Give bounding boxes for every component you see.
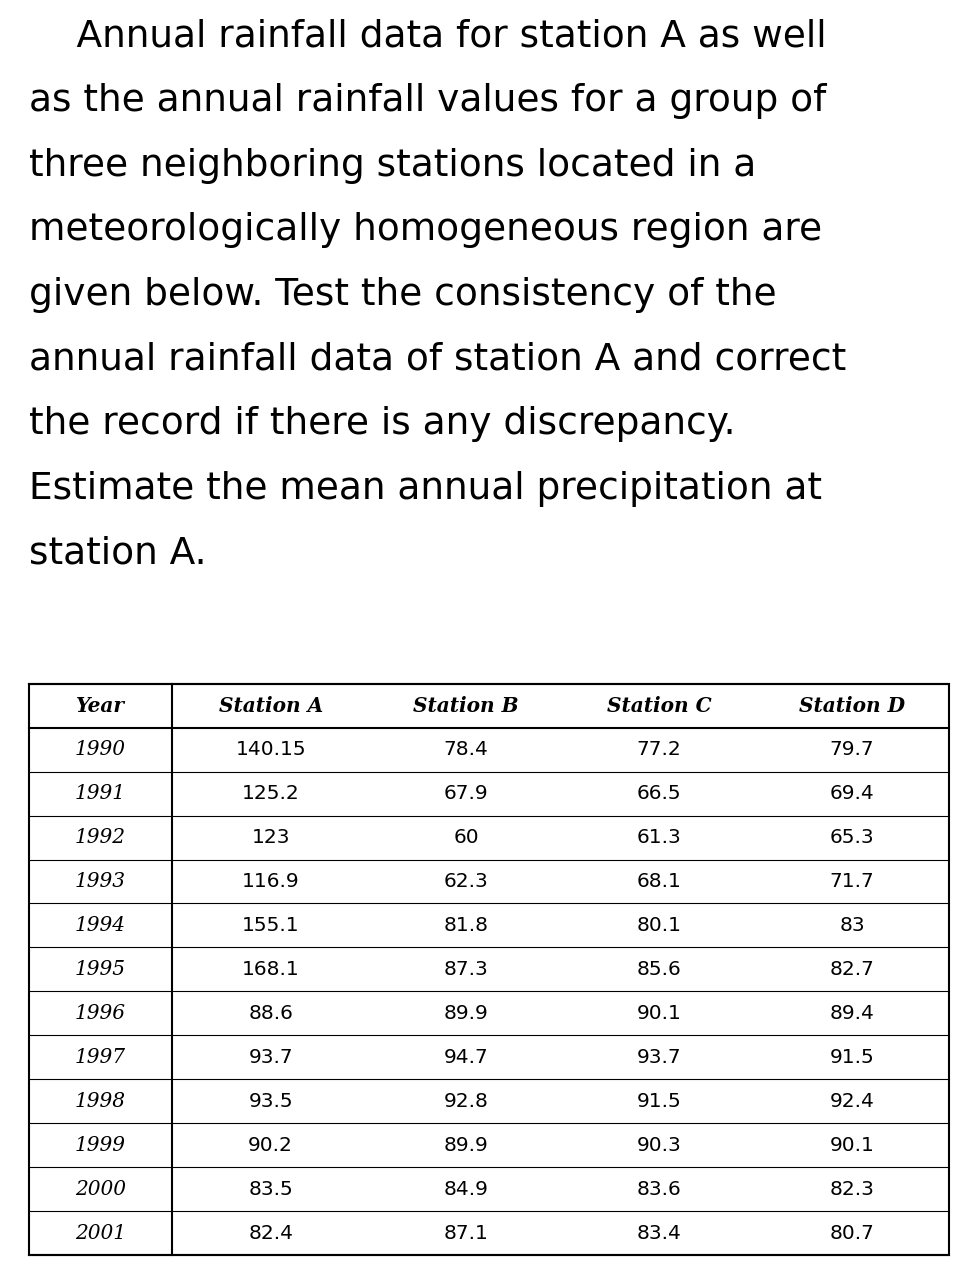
Text: 84.9: 84.9 <box>444 1180 488 1199</box>
Text: Station D: Station D <box>798 695 905 716</box>
Text: 89.4: 89.4 <box>828 1004 873 1023</box>
Text: 83: 83 <box>838 916 864 934</box>
Text: 83.6: 83.6 <box>636 1180 681 1199</box>
Text: 81.8: 81.8 <box>443 916 488 934</box>
Text: 80.7: 80.7 <box>828 1224 873 1243</box>
Text: 116.9: 116.9 <box>241 872 299 891</box>
Text: 83.5: 83.5 <box>248 1180 293 1199</box>
Text: 67.9: 67.9 <box>444 785 488 803</box>
Text: Station B: Station B <box>412 695 519 716</box>
Text: the record if there is any discrepancy.: the record if there is any discrepancy. <box>29 407 735 443</box>
Text: 92.8: 92.8 <box>444 1092 488 1111</box>
Text: 80.1: 80.1 <box>636 916 681 934</box>
Text: 82.3: 82.3 <box>828 1180 873 1199</box>
Text: 123: 123 <box>251 828 289 847</box>
Text: 78.4: 78.4 <box>444 740 488 759</box>
Text: 61.3: 61.3 <box>636 828 681 847</box>
Text: Estimate the mean annual precipitation at: Estimate the mean annual precipitation a… <box>29 471 822 507</box>
Text: 65.3: 65.3 <box>828 828 873 847</box>
Text: 69.4: 69.4 <box>828 785 873 803</box>
Text: 60: 60 <box>452 828 479 847</box>
Text: 168.1: 168.1 <box>241 960 299 979</box>
Text: 2000: 2000 <box>75 1180 126 1199</box>
Text: 62.3: 62.3 <box>444 872 488 891</box>
Text: 94.7: 94.7 <box>444 1048 488 1066</box>
Text: 93.7: 93.7 <box>636 1048 681 1066</box>
Text: 2001: 2001 <box>75 1224 126 1243</box>
Text: 91.5: 91.5 <box>828 1048 873 1066</box>
Text: 90.3: 90.3 <box>636 1135 681 1155</box>
Text: Station C: Station C <box>606 695 710 716</box>
Text: station A.: station A. <box>29 536 206 572</box>
Text: 1996: 1996 <box>75 1004 126 1023</box>
Text: 1997: 1997 <box>75 1048 126 1066</box>
Text: 79.7: 79.7 <box>828 740 873 759</box>
Text: 89.9: 89.9 <box>444 1135 488 1155</box>
Text: 1993: 1993 <box>75 872 126 891</box>
Text: 155.1: 155.1 <box>241 916 299 934</box>
Text: 1998: 1998 <box>75 1092 126 1111</box>
Text: 1992: 1992 <box>75 828 126 847</box>
Text: 1990: 1990 <box>75 740 126 759</box>
Text: 93.5: 93.5 <box>248 1092 293 1111</box>
Text: 90.1: 90.1 <box>828 1135 873 1155</box>
Text: 66.5: 66.5 <box>636 785 681 803</box>
Text: 85.6: 85.6 <box>636 960 681 979</box>
Text: given below. Test the consistency of the: given below. Test the consistency of the <box>29 278 776 314</box>
Text: meteorologically homogeneous region are: meteorologically homogeneous region are <box>29 212 822 248</box>
Text: 125.2: 125.2 <box>241 785 299 803</box>
Text: 87.3: 87.3 <box>444 960 488 979</box>
Text: 1995: 1995 <box>75 960 126 979</box>
Text: 1991: 1991 <box>75 785 126 803</box>
Text: Year: Year <box>76 695 125 716</box>
Text: 91.5: 91.5 <box>636 1092 681 1111</box>
Text: 1999: 1999 <box>75 1135 126 1155</box>
Text: 90.1: 90.1 <box>636 1004 681 1023</box>
Text: 140.15: 140.15 <box>235 740 306 759</box>
Text: as the annual rainfall values for a group of: as the annual rainfall values for a grou… <box>29 83 826 119</box>
Text: 82.7: 82.7 <box>828 960 873 979</box>
Text: 87.1: 87.1 <box>444 1224 488 1243</box>
Text: 71.7: 71.7 <box>828 872 873 891</box>
Text: 89.9: 89.9 <box>444 1004 488 1023</box>
Text: Annual rainfall data for station A as well: Annual rainfall data for station A as we… <box>29 18 827 55</box>
Text: 83.4: 83.4 <box>636 1224 681 1243</box>
Text: 82.4: 82.4 <box>248 1224 293 1243</box>
Text: three neighboring stations located in a: three neighboring stations located in a <box>29 147 756 184</box>
Text: annual rainfall data of station A and correct: annual rainfall data of station A and co… <box>29 342 846 378</box>
Text: 90.2: 90.2 <box>248 1135 293 1155</box>
Text: 1994: 1994 <box>75 916 126 934</box>
Text: 92.4: 92.4 <box>828 1092 873 1111</box>
Text: Station A: Station A <box>218 695 322 716</box>
Text: 93.7: 93.7 <box>248 1048 293 1066</box>
Text: 77.2: 77.2 <box>636 740 681 759</box>
Text: 88.6: 88.6 <box>248 1004 293 1023</box>
Text: 68.1: 68.1 <box>636 872 681 891</box>
